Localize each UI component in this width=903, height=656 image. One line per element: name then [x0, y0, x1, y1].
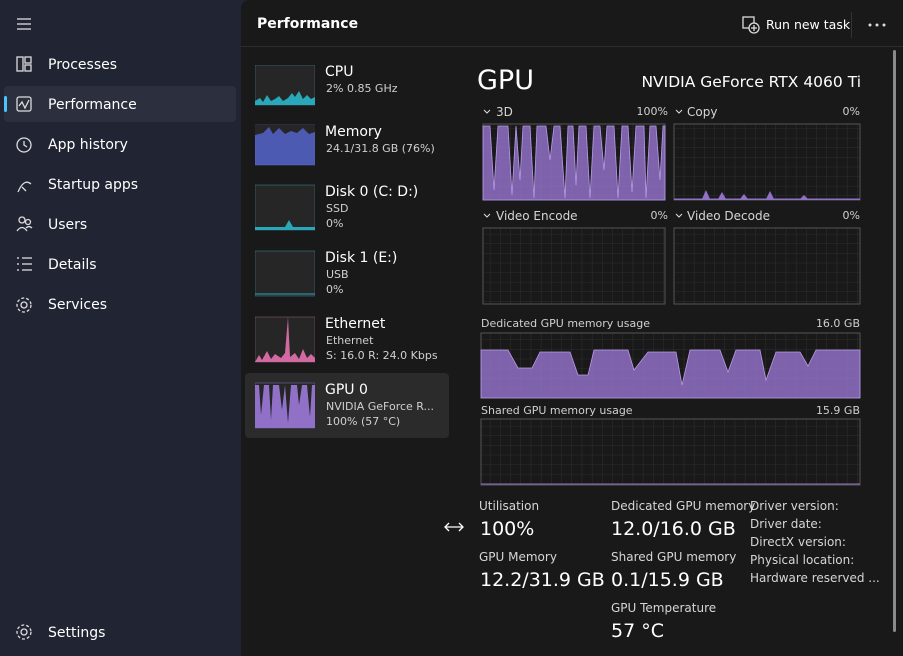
driver-label: Hardware reserved ...: [750, 571, 880, 585]
graph-label: Shared GPU memory usage: [481, 404, 633, 417]
stat-value: 100%: [480, 518, 535, 540]
device-name[interactable]: Disk 0 (C: D:): [325, 184, 419, 200]
gpu-graphs: [480, 109, 861, 486]
device-thumbnails: [255, 65, 315, 429]
graph-label: Video Encode: [496, 209, 578, 223]
device-detail: 0%: [326, 217, 344, 230]
header-divider: [241, 46, 903, 47]
device-detail: S: 16.0 R: 24.0 Kbps: [326, 349, 438, 362]
nav-item[interactable]: Performance: [48, 97, 137, 113]
settings-icon[interactable]: [16, 624, 34, 642]
driver-label: Driver date:: [750, 517, 822, 531]
nav-item[interactable]: Startup apps: [48, 177, 139, 193]
nav-item[interactable]: Processes: [48, 57, 118, 73]
page-title: Performance: [257, 16, 359, 32]
stat-label: Dedicated GPU memory: [611, 499, 756, 513]
device-name[interactable]: Disk 1 (E:): [325, 250, 398, 266]
scrollbar[interactable]: [893, 50, 896, 632]
graph-max: 0%: [650, 209, 668, 222]
nav-item[interactable]: App history: [48, 137, 128, 153]
device-name[interactable]: GPU 0: [325, 382, 368, 398]
graph-label: Dedicated GPU memory usage: [481, 317, 650, 330]
device-name[interactable]: Ethernet: [325, 316, 386, 332]
run-task-button[interactable]: Run new task: [766, 17, 851, 32]
stat-value: 0.1/15.9 GB: [611, 569, 724, 591]
graph-label: 3D: [496, 105, 513, 119]
graph-label: Copy: [687, 105, 718, 119]
device-detail: 100% (57 °C): [326, 415, 401, 428]
adapter-name: NVIDIA GeForce RTX 4060 Ti: [641, 73, 861, 91]
nav-icons: [16, 56, 33, 313]
nav-item[interactable]: Services: [48, 297, 108, 313]
device-detail: 0%: [326, 283, 344, 296]
selected-indicator: [4, 96, 7, 112]
graph-max: 0%: [842, 105, 860, 118]
graph-max: 100%: [636, 105, 668, 118]
header-sep: [851, 12, 852, 38]
device-detail: SSD: [326, 202, 349, 215]
stat-value: 57 °C: [611, 620, 664, 642]
nav-item[interactable]: Settings: [48, 625, 106, 641]
stat-value: 12.0/16.0 GB: [611, 518, 736, 540]
run-task-icon[interactable]: [742, 16, 760, 34]
driver-label: DirectX version:: [750, 535, 846, 549]
device-detail: Ethernet: [326, 334, 374, 347]
graph-label: Video Decode: [687, 209, 770, 223]
nav-item[interactable]: Details: [48, 257, 97, 273]
stat-value: 12.2/31.9 GB: [480, 569, 605, 591]
graph-max: 16.0 GB: [815, 317, 860, 330]
device-detail: USB: [326, 268, 349, 281]
detail-title: GPU: [477, 65, 534, 96]
more-button[interactable]: [868, 22, 886, 28]
main-panel: [241, 0, 903, 656]
nav-item[interactable]: Users: [48, 217, 88, 233]
stat-label: Utilisation: [479, 499, 540, 513]
menu-icon[interactable]: [16, 17, 32, 31]
device-detail: 2% 0.85 GHz: [326, 82, 398, 95]
device-detail: 24.1/31.8 GB (76%): [326, 142, 435, 155]
device-detail: NVIDIA GeForce R...: [326, 400, 435, 413]
device-name[interactable]: CPU: [325, 64, 354, 80]
driver-label: Physical location:: [750, 553, 855, 567]
graph-max: 0%: [842, 209, 860, 222]
stat-label: GPU Memory: [479, 550, 557, 564]
resize-cursor: [444, 522, 464, 532]
selected-nav-bg: [4, 86, 236, 122]
graph-max: 15.9 GB: [815, 404, 860, 417]
stat-label: Shared GPU memory: [611, 550, 737, 564]
device-name[interactable]: Memory: [325, 124, 382, 140]
driver-label: Driver version:: [750, 499, 839, 513]
stat-label: GPU Temperature: [611, 601, 717, 615]
